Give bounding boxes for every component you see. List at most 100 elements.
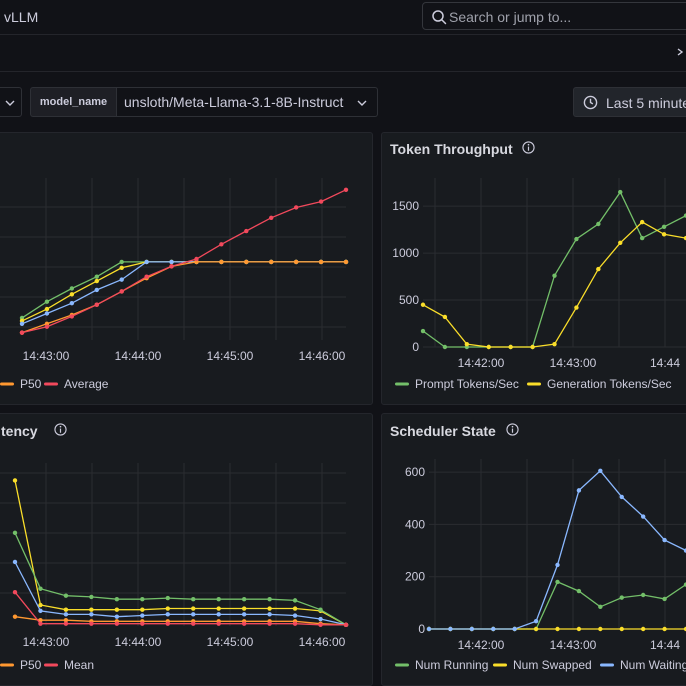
legend-swatch xyxy=(395,663,409,667)
data-point xyxy=(552,273,557,278)
x-tick-label: 14:44:00 xyxy=(115,349,162,363)
legend-label: Average xyxy=(64,377,109,391)
data-point xyxy=(552,341,557,347)
y-tick-label: 1500 xyxy=(392,199,419,213)
data-point xyxy=(426,626,432,632)
variable-dropdown-left[interactable] xyxy=(0,87,22,117)
data-point xyxy=(38,621,43,626)
data-point xyxy=(191,597,196,602)
data-point xyxy=(216,612,221,617)
data-point xyxy=(683,213,686,218)
chevron-down-icon xyxy=(357,100,367,106)
x-tick-label: 14:45:00 xyxy=(207,635,254,649)
data-point xyxy=(661,232,667,237)
info-icon[interactable] xyxy=(522,141,535,154)
data-point xyxy=(491,626,496,632)
data-point xyxy=(598,604,603,609)
x-tick-label: 14:44:00 xyxy=(115,635,162,649)
series-line xyxy=(14,561,347,626)
data-point xyxy=(12,478,18,483)
legend-swatch xyxy=(395,382,409,386)
data-point xyxy=(598,468,603,473)
data-point xyxy=(292,606,298,611)
x-tick-label: 14:45:00 xyxy=(207,349,254,363)
data-point xyxy=(555,579,560,585)
search-input[interactable]: Search or jump to... xyxy=(422,2,686,30)
data-point xyxy=(165,606,170,611)
data-point xyxy=(442,314,448,320)
panel-latency-bottom: tency xyxy=(0,413,373,686)
data-point xyxy=(244,259,249,265)
data-point xyxy=(662,596,667,602)
data-point xyxy=(661,224,667,230)
series-line xyxy=(14,532,347,626)
data-point xyxy=(267,612,272,617)
legend-swatch xyxy=(493,663,507,667)
panel-title: Scheduler State xyxy=(390,423,496,439)
info-icon[interactable] xyxy=(54,423,67,436)
info-icon[interactable] xyxy=(506,423,519,436)
data-point xyxy=(63,612,69,617)
data-point xyxy=(89,612,94,617)
data-point xyxy=(576,626,582,632)
data-point xyxy=(12,559,18,565)
chart-latency-top: 14:43:00 14:44:00 14:45:00 14:46:00 P50 Avera… xyxy=(0,178,349,391)
data-point xyxy=(94,302,99,307)
x-tick-label: 14:43:00 xyxy=(550,638,597,652)
data-point xyxy=(12,590,18,595)
data-point xyxy=(44,299,50,304)
data-point xyxy=(63,593,69,598)
data-point xyxy=(343,187,349,192)
data-point xyxy=(574,305,579,310)
data-point xyxy=(89,607,94,612)
y-tick-label: 600 xyxy=(405,465,425,479)
data-point xyxy=(44,311,50,316)
data-point xyxy=(241,597,247,602)
data-point xyxy=(165,621,170,626)
data-point xyxy=(140,613,145,618)
breadcrumb-dashboard-title[interactable]: vLLM xyxy=(4,9,39,25)
data-point xyxy=(533,626,539,632)
data-point xyxy=(640,514,646,519)
time-range-picker[interactable]: Last 5 minute xyxy=(573,87,686,117)
data-point xyxy=(293,259,299,265)
data-point xyxy=(464,341,470,347)
data-point xyxy=(596,221,601,227)
chevron-icon[interactable] xyxy=(676,47,686,57)
data-point xyxy=(683,548,686,553)
data-point xyxy=(19,330,25,335)
data-point xyxy=(555,562,560,568)
data-point xyxy=(89,594,94,600)
data-point xyxy=(598,626,603,632)
data-point xyxy=(269,215,274,220)
x-tick-label: 14:43:00 xyxy=(550,356,597,370)
data-point xyxy=(216,621,221,626)
data-point xyxy=(596,266,601,272)
legend-label: Num Swapped xyxy=(513,658,592,672)
legend-label: Num Waiting xyxy=(620,658,686,672)
data-point xyxy=(318,199,324,204)
legend-label: Mean xyxy=(64,658,94,672)
data-point xyxy=(191,621,196,626)
y-tick-label: 500 xyxy=(399,293,419,307)
data-point xyxy=(292,621,298,626)
data-point xyxy=(662,537,667,543)
data-point xyxy=(63,621,69,626)
series-line xyxy=(14,616,347,626)
series-line xyxy=(14,480,347,626)
legend-label: Num Running xyxy=(415,658,488,672)
data-point xyxy=(267,597,272,602)
panel-title: tency xyxy=(1,423,38,439)
x-tick-label: 14:42:00 xyxy=(458,356,505,370)
model-name-select[interactable]: unsloth/Meta-Llama-3.1-8B-Instruct xyxy=(116,87,378,117)
x-tick-label: 14:44 xyxy=(650,638,680,652)
data-point xyxy=(119,277,124,282)
data-point xyxy=(486,344,491,350)
data-point xyxy=(140,597,145,602)
data-point xyxy=(94,274,99,279)
data-point xyxy=(69,300,75,306)
legend-label: P50 xyxy=(20,377,42,391)
data-point xyxy=(292,598,298,603)
x-tick-label: 14:46:00 xyxy=(299,635,346,649)
data-point xyxy=(576,488,582,493)
